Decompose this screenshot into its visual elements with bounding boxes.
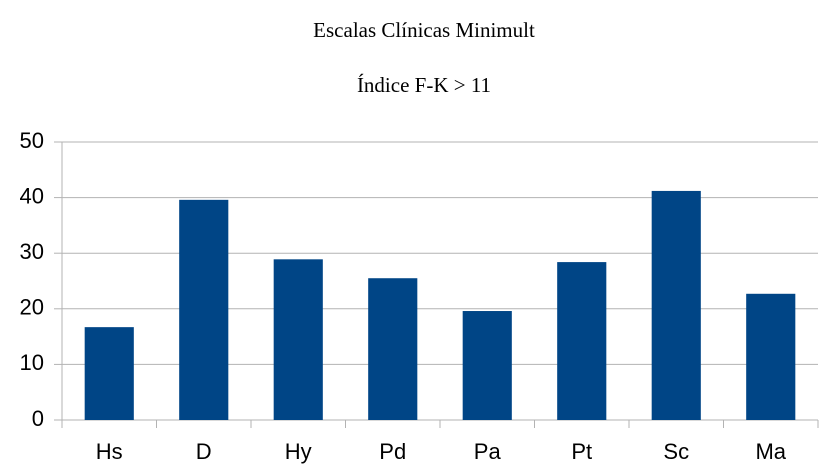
y-tick-label: 20 [20,295,44,320]
x-tick-label: Pt [571,439,592,464]
x-tick-label: D [196,439,212,464]
y-tick-label: 50 [20,128,44,153]
chart-title: Escalas Clínicas Minimult [313,18,535,42]
x-tick-label: Pd [379,439,406,464]
bar [746,293,796,420]
bar [179,199,229,420]
bar [651,190,701,420]
y-tick-label: 40 [20,183,44,208]
x-tick-label: Ma [755,439,786,464]
y-tick-label: 30 [20,239,44,264]
x-tick-label: Sc [663,439,689,464]
x-tick-label: Hy [285,439,312,464]
bar [273,259,323,420]
chart-subtitle: Índice F-K > 11 [357,73,491,97]
y-tick-label: 10 [20,350,44,375]
x-tick-label: Hs [96,439,123,464]
bar [84,327,134,420]
y-tick-label: 0 [32,406,44,431]
bar [462,311,512,420]
bar [368,278,418,420]
x-tick-label: Pa [474,439,502,464]
bar [557,262,607,420]
